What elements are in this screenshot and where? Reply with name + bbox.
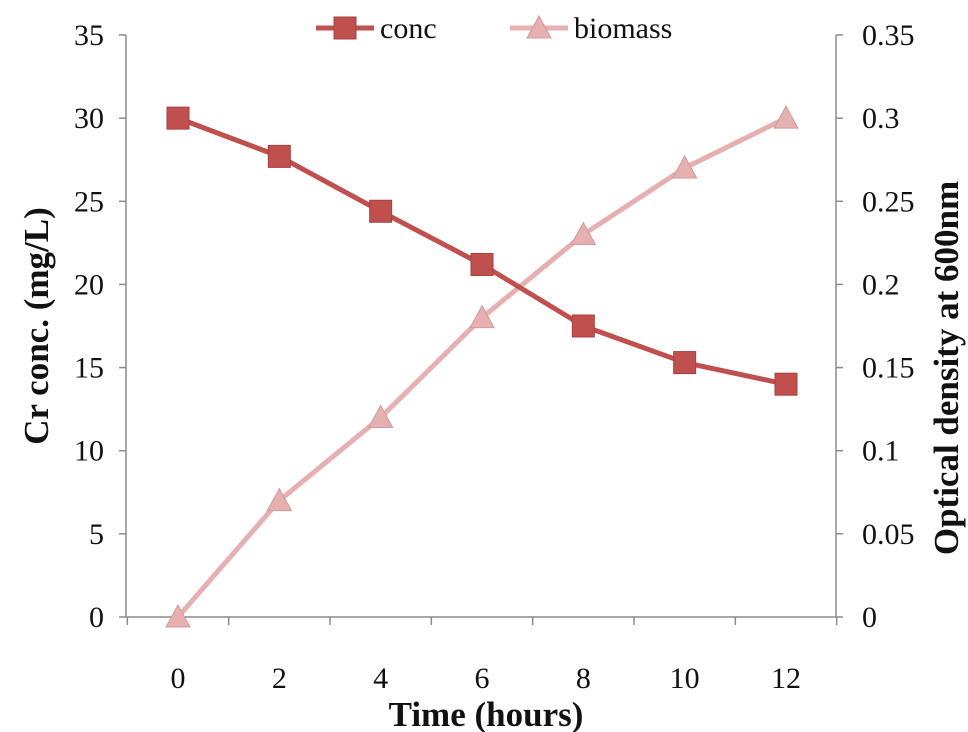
x-tick-label: 0 — [171, 662, 186, 695]
y-left-tick-label: 5 — [89, 518, 104, 551]
x-tick-label: 6 — [475, 662, 490, 695]
y-left-tick-label: 20 — [74, 268, 104, 301]
legend-marker — [526, 14, 552, 39]
conc-point — [673, 351, 697, 375]
biomass-point — [773, 105, 799, 129]
y-left-tick-label: 30 — [74, 102, 104, 135]
x-tick-label: 4 — [373, 662, 388, 695]
y-left-tick-label: 25 — [74, 185, 104, 218]
x-tick-label: 10 — [670, 662, 700, 695]
biomass-point — [165, 603, 191, 628]
series-conc — [166, 106, 798, 396]
biomass-point — [671, 154, 698, 179]
y-right-tick-label: 0.1 — [862, 435, 900, 468]
series-layer — [165, 105, 799, 628]
conc-point — [267, 144, 291, 168]
x-axis-title: Time (hours) — [389, 695, 584, 732]
y-left-tick-label: 10 — [74, 435, 104, 468]
y-left-tick-label: 0 — [89, 601, 104, 634]
conc-point — [470, 252, 494, 276]
y-right-tick-label: 0.2 — [862, 268, 900, 301]
y-left-tick-label: 15 — [74, 352, 104, 385]
y-right-tick-label: 0.15 — [862, 352, 915, 385]
y-axis-right-title: Optical density at 600nm — [927, 181, 966, 555]
y-right-tick-label: 0 — [862, 601, 877, 634]
biomass-point — [367, 404, 394, 428]
x-tick-label: 2 — [272, 662, 287, 695]
series-biomass — [165, 105, 799, 628]
legend-label: biomass — [574, 12, 672, 45]
conc-point — [571, 314, 595, 338]
axes: 0510152025303500.050.10.150.20.250.30.35… — [74, 19, 915, 695]
conc-point — [369, 199, 393, 223]
axis-labels: Time (hours) Cr conc. (mg/L) Optical densi… — [17, 181, 966, 732]
legend: conc biomass — [316, 12, 672, 45]
conc-point — [166, 106, 190, 130]
legend-marker — [333, 16, 357, 40]
y-right-tick-label: 0.05 — [862, 518, 915, 551]
biomass-point — [469, 304, 495, 329]
x-tick-label: 12 — [771, 662, 801, 695]
y-axis-left-title: Cr conc. (mg/L) — [17, 207, 56, 445]
y-right-tick-label: 0.25 — [862, 185, 915, 218]
y-right-tick-label: 0.3 — [862, 102, 900, 135]
biomass-point — [570, 221, 597, 246]
y-left-tick-label: 35 — [74, 19, 104, 52]
legend-item-conc: conc — [316, 12, 437, 45]
y-right-tick-label: 0.35 — [862, 19, 915, 52]
conc-point — [774, 372, 798, 396]
x-tick-label: 8 — [576, 662, 591, 695]
legend-label: conc — [380, 12, 437, 45]
legend-item-biomass: biomass — [510, 12, 672, 45]
biomass-point — [266, 487, 293, 512]
